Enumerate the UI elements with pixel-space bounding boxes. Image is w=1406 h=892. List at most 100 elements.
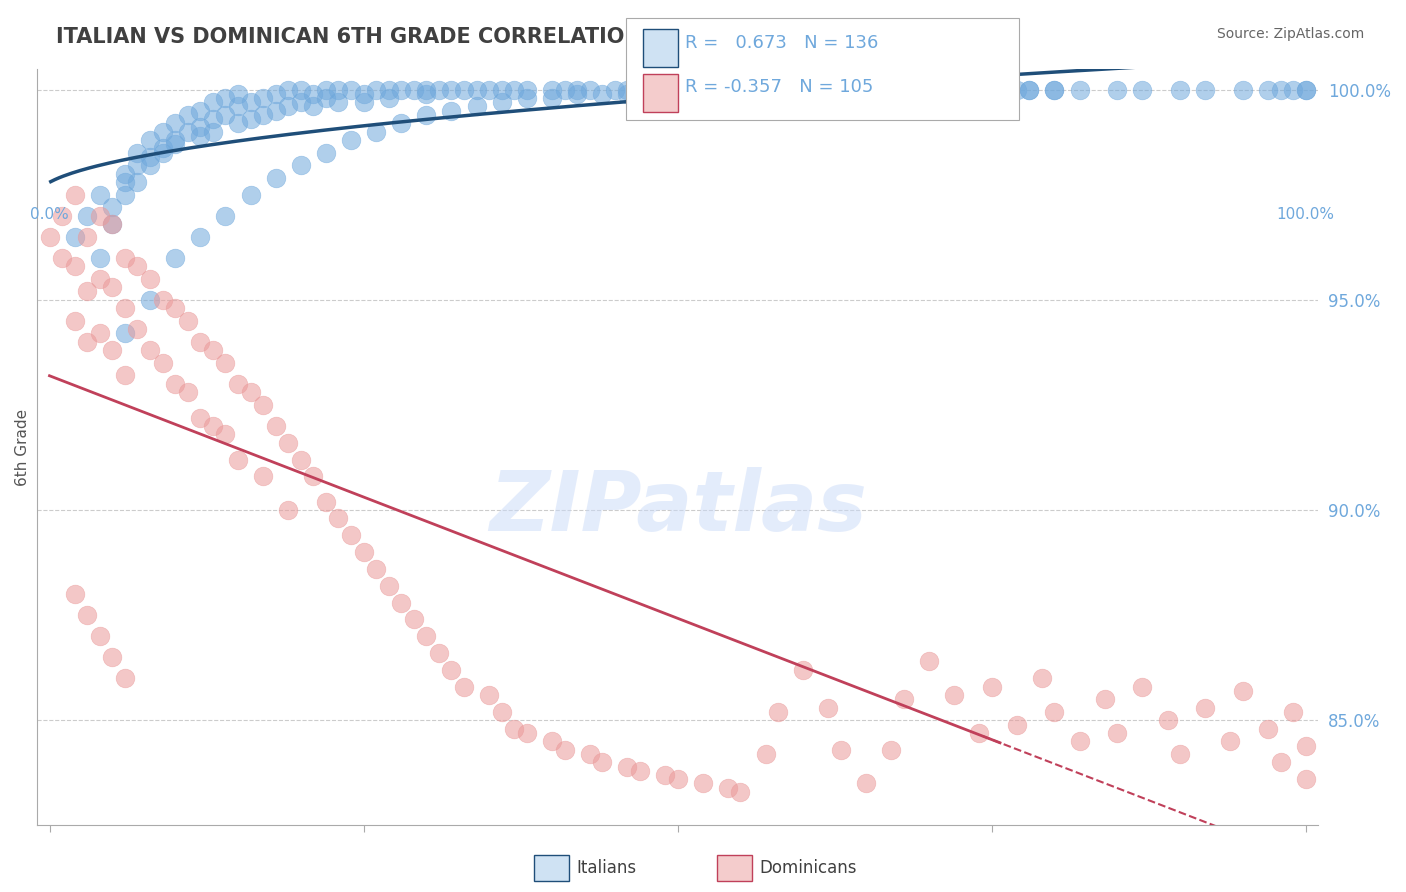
Point: [415, 629, 437, 643]
Point: [89, 272, 111, 286]
Point: [1107, 82, 1129, 96]
Point: [980, 680, 1002, 694]
Point: [628, 764, 651, 778]
Point: [63, 587, 86, 601]
Point: [830, 743, 852, 757]
Point: [377, 579, 399, 593]
Point: [114, 301, 136, 316]
Point: [1282, 82, 1305, 96]
Point: [201, 343, 224, 358]
Point: [165, 133, 187, 147]
Point: [967, 82, 990, 96]
Point: [554, 82, 576, 96]
Point: [377, 82, 399, 96]
Point: [214, 108, 236, 122]
Point: [666, 772, 689, 787]
Point: [89, 326, 111, 341]
Point: [1069, 734, 1091, 748]
Point: [1043, 82, 1066, 96]
Point: [1156, 714, 1178, 728]
Point: [918, 82, 941, 96]
Point: [51, 209, 73, 223]
Point: [226, 99, 249, 113]
Point: [114, 175, 136, 189]
Point: [127, 158, 149, 172]
Point: [516, 726, 538, 740]
Text: ZIPatlas: ZIPatlas: [489, 467, 866, 548]
Point: [226, 376, 249, 391]
Point: [943, 82, 966, 96]
Point: [427, 646, 450, 660]
Text: R =   0.673   N = 136: R = 0.673 N = 136: [685, 34, 879, 52]
Point: [1168, 82, 1191, 96]
Point: [628, 82, 651, 96]
Point: [893, 692, 915, 706]
Point: [1018, 82, 1040, 96]
Point: [340, 528, 363, 542]
Point: [201, 125, 224, 139]
Point: [165, 301, 187, 316]
Point: [565, 82, 588, 96]
Point: [277, 435, 299, 450]
Point: [264, 103, 287, 118]
Point: [152, 141, 174, 155]
Point: [201, 95, 224, 110]
Point: [1295, 82, 1317, 96]
Point: [641, 82, 664, 96]
Point: [328, 511, 350, 525]
Point: [389, 596, 412, 610]
Point: [165, 251, 187, 265]
Point: [165, 376, 187, 391]
Point: [76, 608, 98, 623]
Point: [1069, 82, 1091, 96]
Point: [1257, 722, 1279, 736]
Point: [654, 768, 676, 782]
Point: [139, 158, 162, 172]
Point: [277, 503, 299, 517]
Point: [817, 700, 839, 714]
Point: [366, 82, 388, 96]
Point: [1270, 82, 1292, 96]
Point: [328, 82, 350, 96]
Point: [63, 314, 86, 328]
Point: [239, 95, 262, 110]
Point: [1219, 734, 1241, 748]
Point: [1005, 82, 1028, 96]
Point: [214, 427, 236, 442]
Point: [616, 87, 638, 101]
Point: [427, 82, 450, 96]
Point: [943, 688, 966, 702]
Point: [302, 99, 325, 113]
Point: [792, 663, 814, 677]
Point: [918, 655, 941, 669]
Point: [980, 82, 1002, 96]
Point: [366, 562, 388, 576]
Point: [188, 120, 211, 135]
Point: [188, 334, 211, 349]
Point: [101, 280, 124, 294]
Point: [717, 780, 740, 795]
Point: [830, 82, 852, 96]
Point: [101, 343, 124, 358]
Point: [290, 452, 312, 467]
Point: [516, 91, 538, 105]
Point: [315, 82, 337, 96]
Point: [440, 663, 463, 677]
Point: [315, 91, 337, 105]
Point: [1194, 82, 1216, 96]
Point: [176, 108, 198, 122]
Point: [389, 82, 412, 96]
Point: [127, 322, 149, 336]
Point: [239, 187, 262, 202]
Point: [201, 112, 224, 126]
Point: [730, 82, 752, 96]
Point: [101, 200, 124, 214]
Point: [1295, 772, 1317, 787]
Point: [1232, 82, 1254, 96]
Point: [453, 82, 475, 96]
Point: [152, 125, 174, 139]
Point: [1043, 705, 1066, 719]
Point: [214, 356, 236, 370]
Point: [616, 82, 638, 96]
Point: [264, 87, 287, 101]
